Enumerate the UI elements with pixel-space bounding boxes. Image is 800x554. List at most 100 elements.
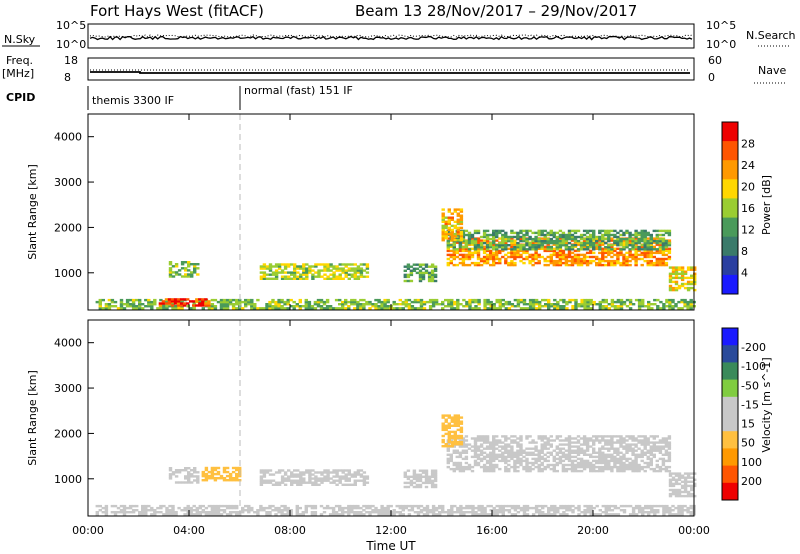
echo-cell	[592, 463, 596, 467]
echo-cell	[458, 241, 463, 245]
echo-cell	[598, 248, 602, 251]
echo-cell	[674, 276, 679, 280]
echo-cell	[689, 504, 693, 508]
echo-cell	[622, 509, 627, 512]
echo-cell	[365, 263, 370, 266]
echo-cell	[643, 246, 647, 249]
echo-cell	[392, 303, 396, 306]
echo-cell	[658, 469, 663, 473]
echo-cell	[485, 439, 490, 442]
echo-cell	[444, 305, 448, 308]
echo-cell	[334, 307, 339, 310]
echo-cell	[537, 449, 541, 452]
echo-cell	[622, 441, 626, 444]
echo-cell	[644, 305, 648, 308]
echo-cell	[655, 243, 659, 246]
echo-cell	[549, 246, 553, 249]
echo-cell	[640, 467, 644, 471]
echo-cell	[643, 445, 647, 448]
echo-cell	[362, 477, 367, 480]
echo-cell	[671, 488, 676, 492]
echo-cell	[568, 509, 572, 512]
echo-cell	[430, 471, 435, 474]
echo-cell	[356, 471, 361, 474]
echo-cell	[301, 511, 305, 514]
echo-cell	[485, 235, 490, 239]
echo-cell	[459, 511, 463, 514]
echo-cell	[613, 455, 617, 459]
echo-cell	[461, 255, 466, 259]
echo-cell	[314, 483, 318, 486]
echo-cell	[450, 307, 454, 310]
echo-cell	[253, 511, 257, 514]
echo-cell	[637, 303, 642, 306]
echo-cell	[461, 261, 466, 265]
echo-cell	[314, 471, 318, 474]
echo-cell	[555, 235, 559, 239]
echo-cell	[595, 255, 599, 259]
echo-cell	[283, 473, 288, 476]
echo-cell	[235, 300, 239, 304]
echo-cell	[576, 243, 581, 246]
echo-cell	[204, 304, 208, 307]
echo-cell	[634, 255, 638, 259]
echo-cell	[441, 216, 445, 219]
echo-cell	[622, 463, 626, 467]
echo-cell	[585, 447, 590, 450]
echo-cell	[459, 234, 464, 238]
echo-cell	[479, 259, 484, 263]
echo-cell	[661, 263, 666, 267]
y-tick-label: 1000	[54, 267, 82, 280]
echo-cell	[265, 511, 269, 514]
echo-cell	[668, 494, 673, 498]
echo-cell	[386, 511, 390, 514]
echo-cell	[513, 467, 517, 471]
echo-cell	[646, 241, 650, 245]
echo-cell	[674, 266, 679, 269]
echo-cell	[585, 255, 590, 259]
echo-cell	[228, 303, 233, 306]
echo-cell	[286, 307, 290, 310]
echo-cell	[543, 435, 547, 438]
echo-cell	[150, 305, 154, 308]
echo-cell	[302, 479, 306, 482]
echo-cell	[625, 463, 629, 467]
echo-cell	[634, 261, 638, 265]
echo-cell	[613, 229, 617, 233]
echo-cell	[335, 471, 339, 474]
echo-cell	[322, 307, 327, 310]
echo-cell	[489, 255, 493, 259]
echo-cell	[549, 257, 553, 261]
echo-cell	[552, 455, 556, 459]
echo-cell	[489, 465, 493, 469]
echo-cell	[544, 504, 548, 508]
echo-cell	[693, 282, 697, 286]
echo-cell	[495, 239, 499, 242]
echo-cell	[433, 269, 438, 272]
echo-cell	[680, 513, 684, 516]
echo-cell	[665, 511, 669, 514]
echo-cell	[579, 469, 584, 473]
echo-cell	[231, 307, 236, 310]
echo-cell	[558, 249, 563, 253]
noise-search-trace	[89, 34, 693, 38]
echo-cell	[293, 263, 297, 266]
echo-cell	[458, 439, 463, 442]
echo-cell	[667, 257, 672, 261]
echo-cell	[184, 267, 188, 270]
echo-cell	[461, 241, 466, 244]
echo-cell	[510, 231, 514, 235]
echo-cell	[686, 280, 691, 284]
echo-cell	[674, 286, 679, 290]
echo-cell	[549, 241, 553, 245]
echo-cell	[573, 459, 578, 463]
echo-cell	[646, 463, 650, 467]
echo-cell	[552, 469, 556, 473]
echo-cell	[668, 276, 673, 280]
echo-cell	[567, 263, 572, 267]
echo-cell	[119, 509, 124, 512]
echo-cell	[461, 443, 466, 446]
echo-cell	[607, 439, 611, 442]
echo-cell	[680, 300, 684, 304]
echo-cell	[646, 457, 650, 461]
